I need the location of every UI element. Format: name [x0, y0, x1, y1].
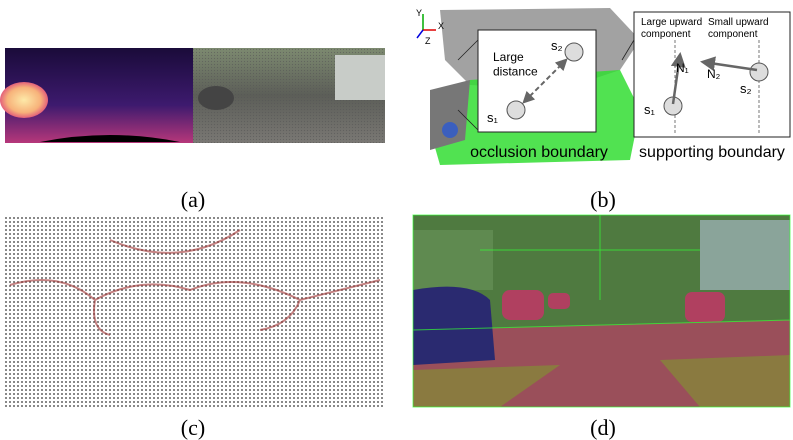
point-cloud-car	[430, 80, 470, 150]
building	[335, 55, 385, 100]
caption: occlusion boundary	[470, 144, 608, 161]
note-line: Large	[493, 50, 524, 64]
car	[198, 86, 234, 110]
car-red	[548, 293, 570, 309]
point-s2	[564, 42, 584, 62]
s2-label: s₂	[551, 38, 563, 53]
s2-label: s₂	[740, 81, 752, 96]
building-left	[413, 230, 493, 290]
blue-points	[442, 122, 458, 138]
note-line: Large upward	[641, 17, 702, 28]
dot-grid	[5, 215, 385, 407]
depth-hood	[40, 135, 180, 142]
sidewalk	[660, 355, 790, 407]
n2-label: N₂	[707, 67, 721, 81]
sidewalk	[413, 365, 560, 407]
panel-c: (c)	[5, 215, 385, 440]
panel-label: (a)	[181, 187, 205, 212]
note-line: component	[641, 29, 691, 40]
panel-d: (d)	[412, 214, 791, 440]
zoom-line	[621, 39, 635, 61]
note-line: Small upward	[708, 17, 769, 28]
panel-b: Y X Z Large distance s₂ s₁ occlusion boun…	[416, 8, 791, 212]
note-line: component	[708, 29, 758, 40]
panel-label: (c)	[181, 415, 205, 440]
panel-label: (b)	[590, 187, 616, 212]
axis-z	[416, 29, 424, 39]
point-s2	[749, 62, 769, 82]
zoom-line	[457, 39, 479, 61]
point-s1	[506, 100, 526, 120]
car-red	[685, 292, 725, 322]
note: Large upward component	[641, 17, 702, 40]
axis-label: X	[438, 21, 444, 31]
distance-arrow	[522, 58, 568, 104]
depth-near-car	[0, 82, 48, 118]
s1-label: s₁	[487, 110, 499, 125]
panel-a: (a)	[0, 48, 385, 212]
axis-label: Z	[425, 36, 431, 46]
caption: supporting boundary	[639, 144, 785, 161]
segment-edges	[412, 214, 791, 408]
panel-label: (d)	[590, 415, 616, 440]
note-line: distance	[493, 64, 538, 78]
s1-label: s₁	[644, 102, 656, 117]
normal-n2	[700, 56, 758, 72]
car-red	[502, 290, 544, 320]
zoom-line	[457, 109, 479, 131]
n1-label: N₁	[676, 61, 689, 75]
note: Small upward component	[708, 17, 769, 40]
axis-label: Y	[416, 8, 422, 18]
building	[700, 220, 790, 290]
car-blue	[413, 286, 495, 365]
normal-n1	[670, 52, 686, 105]
boundary-lines	[9, 229, 381, 336]
